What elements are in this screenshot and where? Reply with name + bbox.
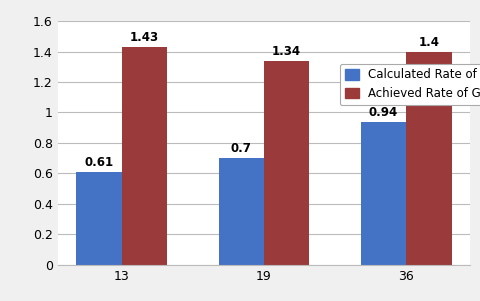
Text: 0.94: 0.94 [369, 106, 398, 119]
Text: 1.34: 1.34 [272, 45, 301, 58]
Bar [76, 172, 122, 265]
Legend: Calculated Rate of Gain, Achieved Rate of Gain: Calculated Rate of Gain, Achieved Rate o… [340, 64, 480, 105]
Bar [264, 61, 310, 265]
Bar [360, 122, 406, 265]
Text: 0.7: 0.7 [231, 142, 252, 156]
Text: 1.43: 1.43 [130, 31, 159, 44]
Bar [406, 51, 452, 265]
Text: 0.61: 0.61 [84, 156, 114, 169]
Bar [122, 47, 168, 265]
Text: 1.4: 1.4 [419, 36, 439, 49]
Bar [218, 158, 264, 265]
